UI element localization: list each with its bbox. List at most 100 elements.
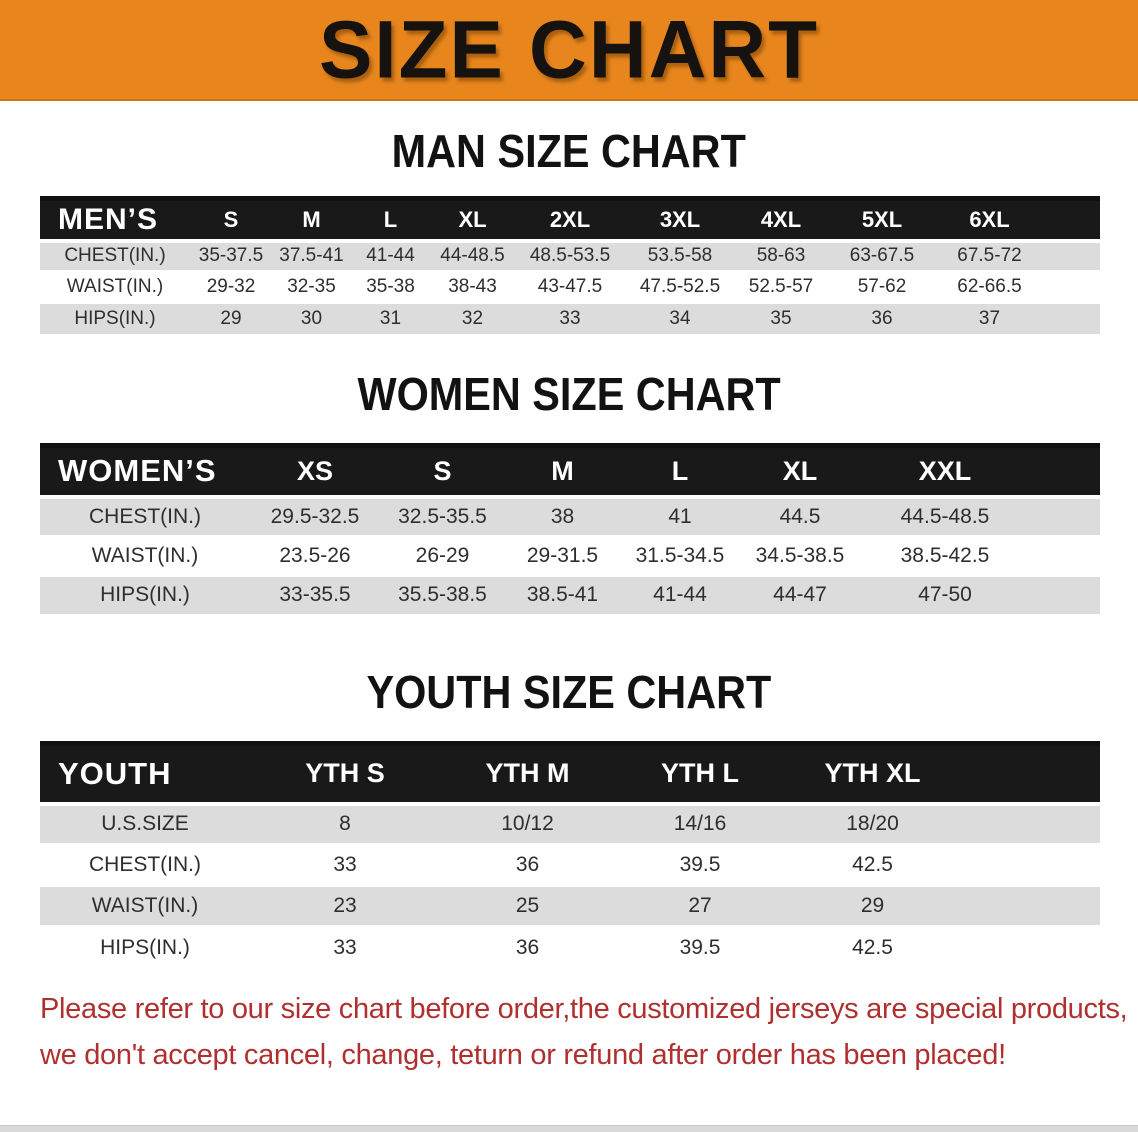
men-col-5xl: 5XL	[827, 198, 937, 243]
women-waist-row: WAIST(IN.) 23.5-26 26-29 29-31.5 31.5-34…	[40, 534, 1100, 575]
row-label: U.S.SIZE	[40, 802, 250, 845]
women-section: WOMEN SIZE CHART WOMEN’S XS S M L XL XXL…	[0, 367, 1138, 614]
size-value: 36	[440, 843, 615, 886]
youth-chest-row: CHEST(IN.) 33 36 39.5 42.5	[40, 843, 1100, 886]
women-col-xs: XS	[250, 445, 380, 499]
youth-waist-row: WAIST(IN.) 23 25 27 29	[40, 884, 1100, 927]
size-value: 39.5	[615, 925, 785, 968]
men-col-xl: XL	[430, 198, 515, 243]
youth-col-m: YTH M	[440, 743, 615, 806]
youth-col-s: YTH S	[250, 743, 440, 806]
youth-corner-label: YOUTH	[40, 743, 250, 806]
women-chest-row: CHEST(IN.) 29.5-32.5 32.5-35.5 38 41 44.…	[40, 495, 1100, 536]
size-value: 42.5	[785, 843, 960, 886]
size-value: 47-50	[860, 573, 1030, 614]
size-value: 36	[827, 301, 937, 334]
footer-line-2: we don't accept cancel, change, teturn o…	[40, 1038, 1006, 1071]
women-col-xl: XL	[740, 445, 860, 499]
size-value: 34.5-38.5	[740, 534, 860, 575]
women-hips-row: HIPS(IN.) 33-35.5 35.5-38.5 38.5-41 41-4…	[40, 573, 1100, 614]
women-header-row: WOMEN’S XS S M L XL XXL	[40, 445, 1100, 499]
size-value: 33-35.5	[250, 573, 380, 614]
size-value: 44-47	[740, 573, 860, 614]
youth-section: YOUTH SIZE CHART YOUTH YTH S YTH M YTH L…	[0, 669, 1138, 968]
size-value: 29-31.5	[505, 534, 620, 575]
men-col-m: M	[272, 198, 351, 243]
size-value: 33	[250, 843, 440, 886]
men-corner-label: MEN’S	[40, 198, 190, 243]
size-value: 38.5-42.5	[860, 534, 1030, 575]
size-value: 26-29	[380, 534, 505, 575]
women-size-table: WOMEN’S XS S M L XL XXL CHEST(IN.) 29.5-…	[40, 442, 1100, 614]
size-value: 31.5-34.5	[620, 534, 740, 575]
size-value: 63-67.5	[827, 239, 937, 272]
footer-line-1: Please refer to our size chart before or…	[40, 992, 1128, 1025]
row-label: WAIST(IN.)	[40, 534, 250, 575]
size-value: 47.5-52.5	[625, 270, 735, 303]
size-value: 23.5-26	[250, 534, 380, 575]
youth-header-filler	[960, 743, 1100, 806]
size-value: 36	[440, 925, 615, 968]
row-label: CHEST(IN.)	[40, 843, 250, 886]
men-hips-row: HIPS(IN.) 29 30 31 32 33 34 35 36 37	[40, 301, 1100, 334]
filler-cell	[960, 802, 1100, 845]
women-col-xxl: XXL	[860, 445, 1030, 499]
bottom-bar	[0, 1125, 1138, 1132]
women-corner-label: WOMEN’S	[40, 445, 250, 499]
size-value: 41-44	[351, 239, 430, 272]
size-value: 29-32	[190, 270, 272, 303]
men-chest-row: CHEST(IN.) 35-37.5 37.5-41 41-44 44-48.5…	[40, 239, 1100, 272]
filler-cell	[1042, 301, 1100, 334]
size-value: 35-37.5	[190, 239, 272, 272]
men-col-l: L	[351, 198, 430, 243]
filler-cell	[1042, 239, 1100, 272]
men-col-4xl: 4XL	[735, 198, 827, 243]
size-value: 29	[190, 301, 272, 334]
size-value: 30	[272, 301, 351, 334]
women-heading: WOMEN SIZE CHART	[357, 367, 781, 420]
size-value: 53.5-58	[625, 239, 735, 272]
size-value: 58-63	[735, 239, 827, 272]
row-label: CHEST(IN.)	[40, 495, 250, 536]
men-heading: MAN SIZE CHART	[391, 125, 747, 177]
size-value: 18/20	[785, 802, 960, 845]
filler-cell	[1030, 573, 1100, 614]
size-value: 37.5-41	[272, 239, 351, 272]
size-value: 33	[250, 925, 440, 968]
men-section: MAN SIZE CHART MEN’S S M L XL 2XL 3XL 4X…	[0, 128, 1138, 334]
size-value: 41	[620, 495, 740, 536]
youth-hips-row: HIPS(IN.) 33 36 39.5 42.5	[40, 925, 1100, 968]
size-value: 62-66.5	[937, 270, 1042, 303]
row-label: HIPS(IN.)	[40, 925, 250, 968]
women-col-l: L	[620, 445, 740, 499]
men-col-s: S	[190, 198, 272, 243]
size-value: 37	[937, 301, 1042, 334]
size-value: 38	[505, 495, 620, 536]
size-value: 35	[735, 301, 827, 334]
row-label: HIPS(IN.)	[40, 301, 190, 334]
size-value: 8	[250, 802, 440, 845]
youth-heading: YOUTH SIZE CHART	[366, 666, 772, 718]
filler-cell	[1030, 495, 1100, 536]
youth-size-table: YOUTH YTH S YTH M YTH L YTH XL U.S.SIZE …	[40, 741, 1100, 968]
size-value: 23	[250, 884, 440, 927]
size-value: 67.5-72	[937, 239, 1042, 272]
size-value: 35.5-38.5	[380, 573, 505, 614]
men-size-table: MEN’S S M L XL 2XL 3XL 4XL 5XL 6XL CHEST…	[40, 196, 1100, 334]
men-col-6xl: 6XL	[937, 198, 1042, 243]
footer-note: Please refer to our size chart before or…	[40, 986, 1128, 1078]
size-value: 38.5-41	[505, 573, 620, 614]
size-value: 29	[785, 884, 960, 927]
size-value: 29.5-32.5	[250, 495, 380, 536]
filler-cell	[960, 884, 1100, 927]
size-value: 41-44	[620, 573, 740, 614]
banner: SIZE CHART	[0, 0, 1138, 101]
size-value: 33	[515, 301, 625, 334]
filler-cell	[1030, 534, 1100, 575]
size-value: 48.5-53.5	[515, 239, 625, 272]
size-value: 44-48.5	[430, 239, 515, 272]
men-header-filler	[1042, 198, 1100, 243]
size-value: 43-47.5	[515, 270, 625, 303]
row-label: WAIST(IN.)	[40, 270, 190, 303]
size-value: 25	[440, 884, 615, 927]
